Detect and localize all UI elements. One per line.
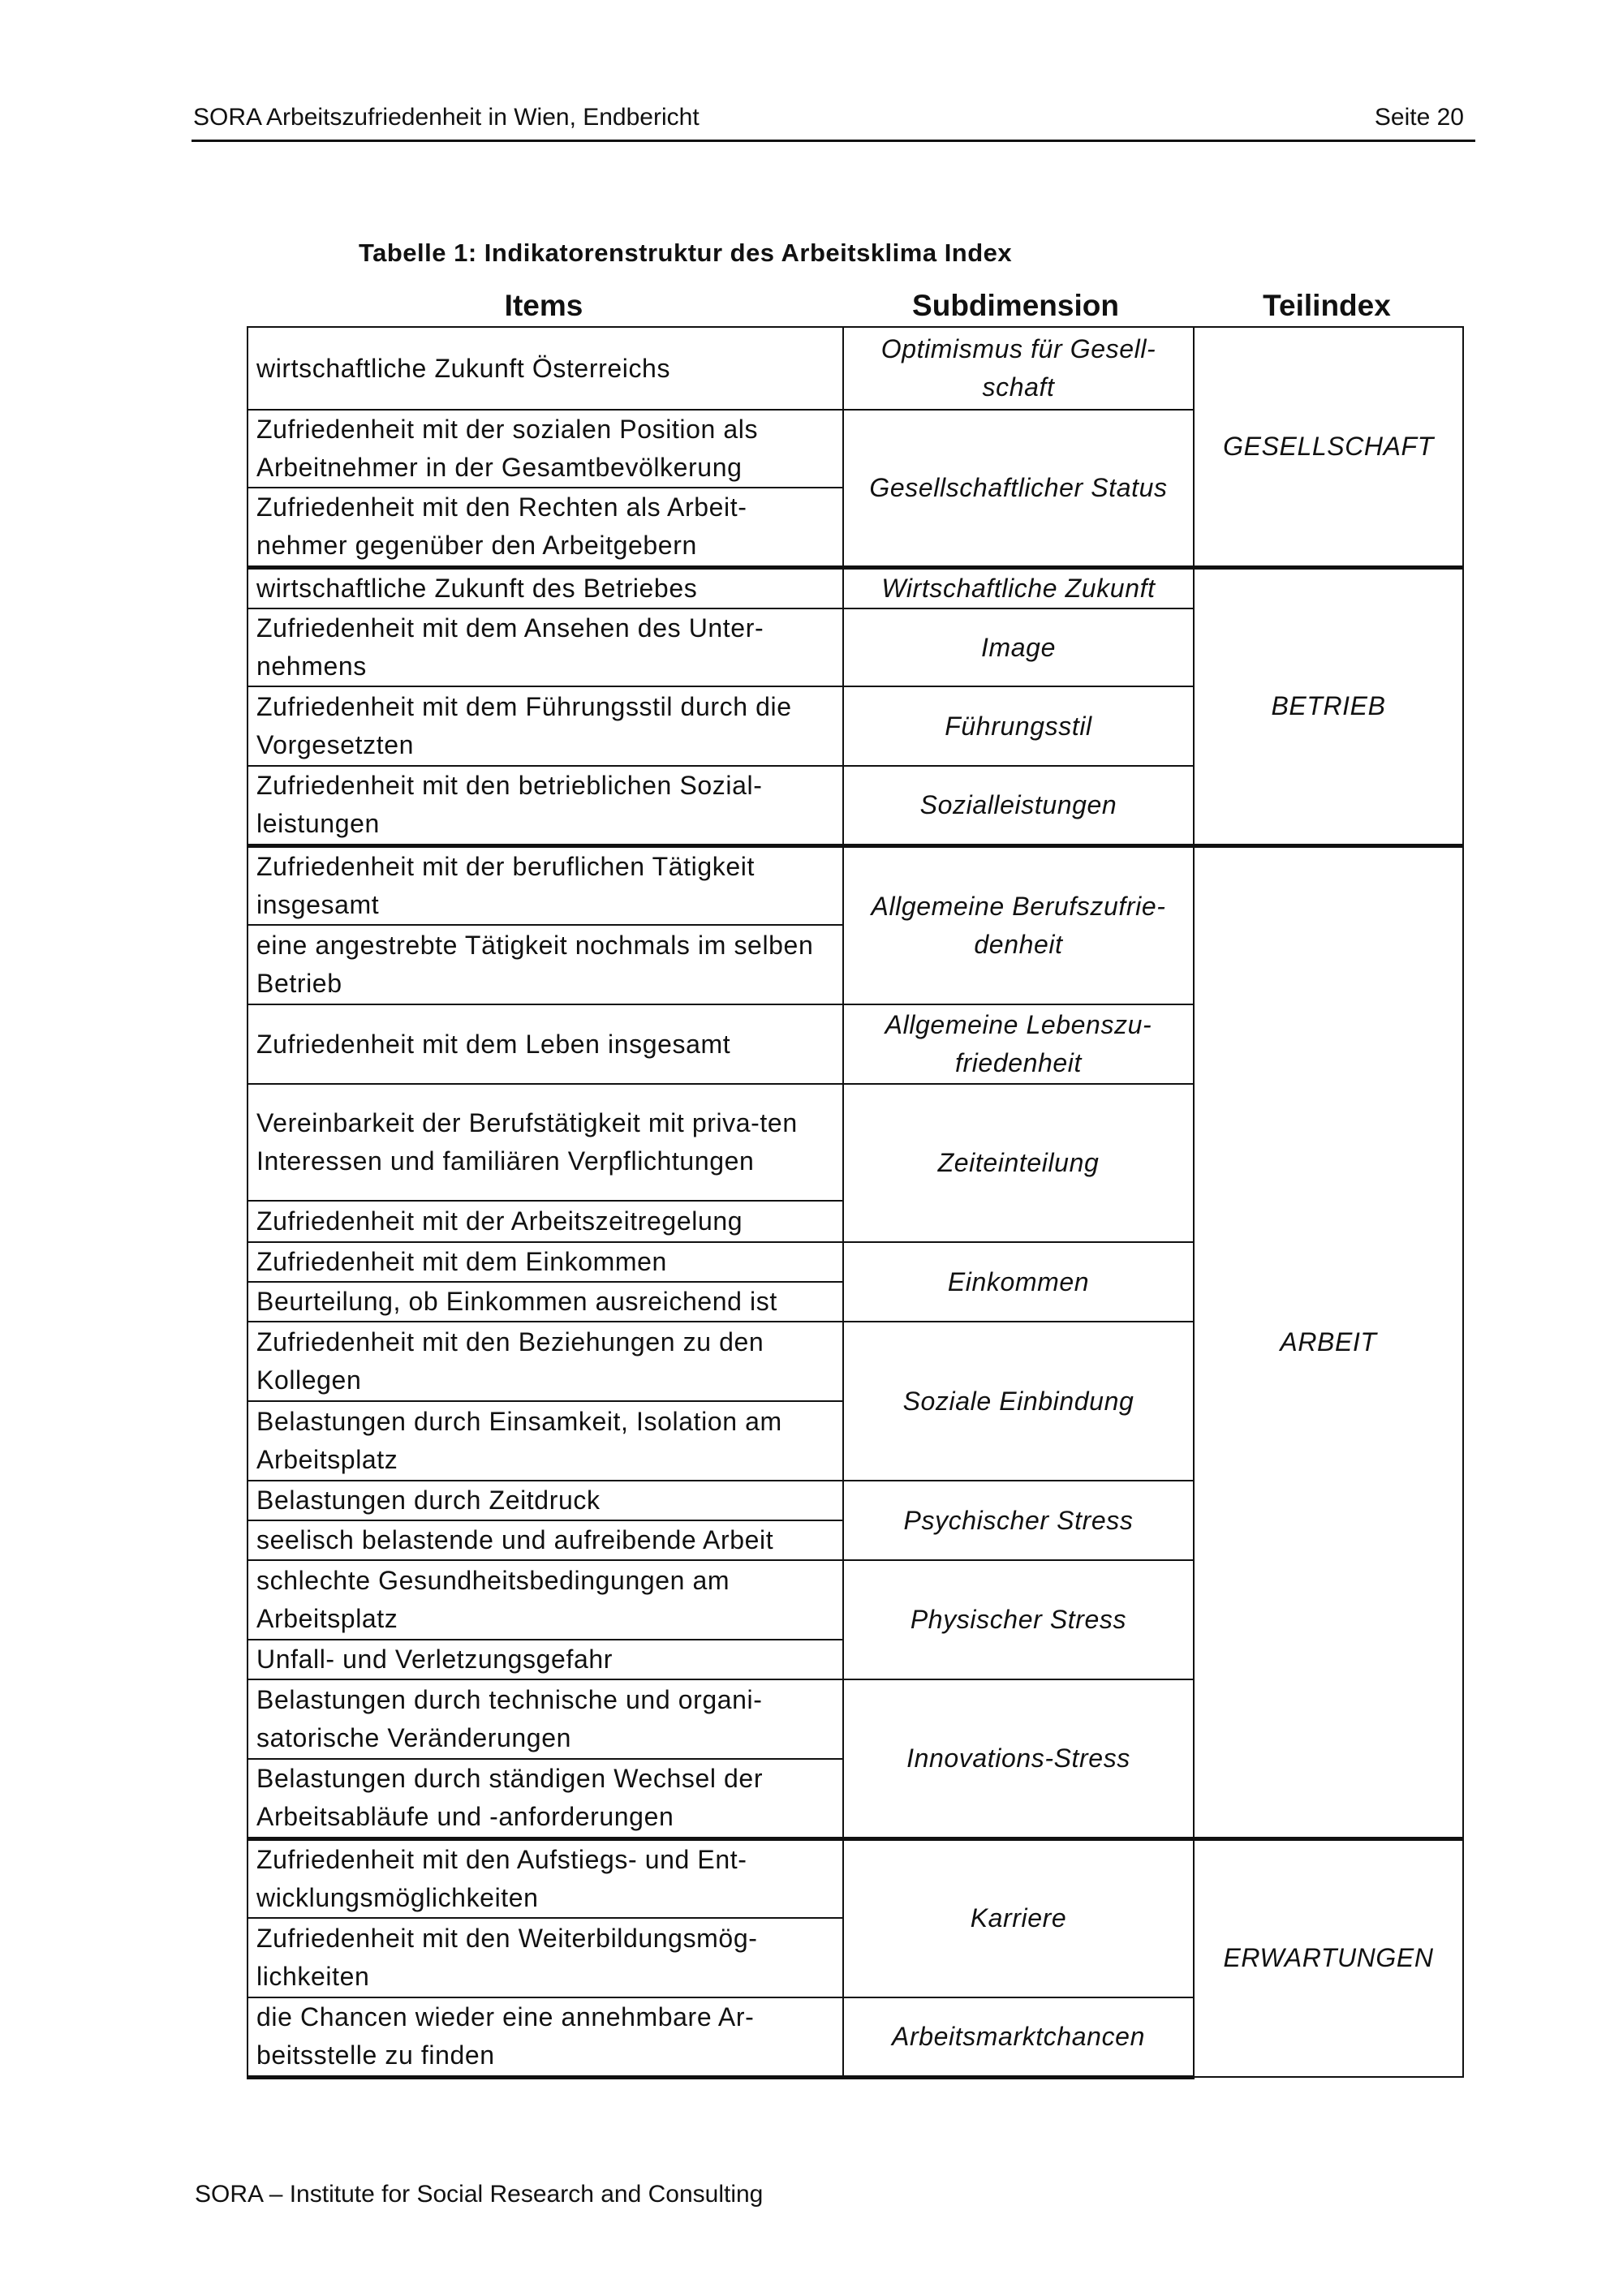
teilindex-cell: ERWARTUNGEN: [1193, 1836, 1464, 2078]
item-cell: Belastungen durch Zeitdruck: [247, 1480, 844, 1521]
table-row: Zufriedenheit mit den Rechten als Arbeit…: [247, 487, 1463, 568]
table-row: Zufriedenheit mit dem Leben insgesamt All…: [247, 1004, 1463, 1085]
column-header-items: Items: [504, 289, 583, 322]
item-cell: Zufriedenheit mit der sozialen Position …: [247, 409, 844, 488]
item-cell: eine angestrebte Tätigkeit nochmals im s…: [247, 924, 844, 1005]
item-cell: Belastungen durch technische und organi-…: [247, 1679, 844, 1760]
subdimension-cell: Führungsstil: [842, 686, 1195, 767]
subdimension-cell: Karriere: [842, 1836, 1195, 1998]
item-cell: Zufriedenheit mit den Aufstiegs- und Ent…: [247, 1836, 844, 1919]
column-header-teilindex: Teilindex: [1263, 289, 1391, 322]
column-header-subdimension: Subdimension: [912, 289, 1119, 322]
table-row: Zufriedenheit mit der Arbeitszeitregelun…: [247, 1200, 1463, 1243]
table-row: eine angestrebte Tätigkeit nochmals im s…: [247, 924, 1463, 1005]
table-row: Zufriedenheit mit den Weiterbildungsmög-…: [247, 1917, 1463, 1998]
table-row: Zufriedenheit mit der sozialen Position …: [247, 409, 1463, 568]
subdimension-cell: Sozialleistungen: [842, 765, 1195, 846]
table-row: Zufriedenheit mit dem Einkommen Einkommen: [247, 1241, 1463, 1322]
subdimension-cell: Allgemeine Lebenszu-friedenheit: [842, 1004, 1195, 1085]
table-row: Beurteilung, ob Einkommen ausreichend is…: [247, 1281, 1463, 1322]
subdimension-cell: Wirtschaftliche Zukunft: [842, 565, 1195, 609]
table-row: Zufriedenheit mit dem Führungsstil durch…: [247, 686, 1463, 767]
item-cell: Vereinbarkeit der Berufstätigkeit mit pr…: [247, 1083, 844, 1202]
subdimension-cell: Arbeitsmarktchancen: [842, 1997, 1195, 2079]
subdimension-cell: Image: [842, 608, 1195, 687]
subdimension-cell: Innovations-Stress: [842, 1679, 1195, 1839]
subdimension-cell: Allgemeine Berufszufrie-denheit: [842, 843, 1195, 1005]
item-cell: Belastungen durch ständigen Wechsel der …: [247, 1758, 844, 1839]
subdimension-cell: Psychischer Stress: [842, 1480, 1195, 1561]
item-cell: Zufriedenheit mit dem Leben insgesamt: [247, 1004, 844, 1085]
table-row: Zufriedenheit mit den Beziehungen zu den…: [247, 1321, 1463, 1481]
table-row: Belastungen durch ständigen Wechsel der …: [247, 1758, 1463, 1839]
item-cell: Zufriedenheit mit den Beziehungen zu den…: [247, 1321, 844, 1402]
teilindex-cell: GESELLSCHAFT: [1193, 326, 1464, 568]
item-cell: Zufriedenheit mit dem Einkommen: [247, 1241, 844, 1283]
item-cell: Belastungen durch Einsamkeit, Isolation …: [247, 1400, 844, 1481]
teilindex-cell: BETRIEB: [1193, 565, 1464, 846]
subdimension-cell: Physischer Stress: [842, 1559, 1195, 1680]
item-cell: Zufriedenheit mit dem Ansehen des Unter-…: [247, 608, 844, 687]
item-cell: Zufriedenheit mit der beruflichen Tätigk…: [247, 843, 844, 926]
subdimension-cell: Gesellschaftlicher Status: [842, 409, 1195, 568]
item-cell: Zufriedenheit mit den Weiterbildungsmög-…: [247, 1917, 844, 1998]
table-row: Belastungen durch Zeitdruck Psychischer S…: [247, 1480, 1463, 1561]
page-footer: SORA – Institute for Social Research and…: [195, 2181, 764, 2208]
item-cell: Beurteilung, ob Einkommen ausreichend is…: [247, 1281, 844, 1322]
table-row: Zufriedenheit mit dem Ansehen des Unter-…: [247, 608, 1463, 687]
table-row: schlechte Gesundheitsbedingungen am Arbe…: [247, 1559, 1463, 1680]
table-row: die Chancen wieder eine annehmbare Ar-be…: [247, 1997, 1463, 2079]
subdimension-cell: Optimismus für Gesell-schaft: [842, 326, 1195, 411]
table-row: Belastungen durch Einsamkeit, Isolation …: [247, 1400, 1463, 1481]
table-row: Belastungen durch technische und organi-…: [247, 1679, 1463, 1839]
header-divider: [192, 140, 1475, 142]
item-cell: Zufriedenheit mit der Arbeitszeitregelun…: [247, 1200, 844, 1243]
table-caption: Tabelle 1: Indikatorenstruktur des Arbei…: [359, 239, 1013, 267]
table-row: wirtschaftliche Zukunft Österreichs Optim…: [247, 326, 1464, 568]
item-cell: Zufriedenheit mit den betrieblichen Sozi…: [247, 765, 844, 846]
teilindex-cell: ARBEIT: [1193, 843, 1464, 1839]
indicator-table: wirtschaftliche Zukunft Österreichs Optim…: [247, 326, 1464, 2079]
item-cell: Unfall- und Verletzungsgefahr: [247, 1639, 844, 1680]
item-cell: die Chancen wieder eine annehmbare Ar-be…: [247, 1997, 844, 2079]
table-row: Zufriedenheit mit der beruflichen Tätigk…: [247, 843, 1464, 1839]
table-row: Zufriedenheit mit den Aufstiegs- und Ent…: [247, 1836, 1464, 2078]
table-row: Zufriedenheit mit den betrieblichen Sozi…: [247, 765, 1463, 846]
item-cell: wirtschaftliche Zukunft Österreichs: [247, 326, 844, 411]
page-number: Seite 20: [1374, 104, 1464, 131]
subdimension-cell: Einkommen: [842, 1241, 1195, 1322]
table-row: wirtschaftliche Zukunft des Betriebes Wir…: [247, 565, 1464, 846]
table-row: Vereinbarkeit der Berufstätigkeit mit pr…: [247, 1083, 1463, 1243]
subdimension-cell: Zeiteinteilung: [842, 1083, 1195, 1243]
item-cell: seelisch belastende und aufreibende Arbe…: [247, 1520, 844, 1561]
subdimension-cell: Soziale Einbindung: [842, 1321, 1195, 1481]
table-row: Unfall- und Verletzungsgefahr: [247, 1639, 1463, 1680]
table-row: seelisch belastende und aufreibende Arbe…: [247, 1520, 1463, 1561]
item-cell: wirtschaftliche Zukunft des Betriebes: [247, 565, 844, 609]
item-cell: Zufriedenheit mit den Rechten als Arbeit…: [247, 487, 844, 568]
item-cell: schlechte Gesundheitsbedingungen am Arbe…: [247, 1559, 844, 1640]
running-header-title: SORA Arbeitszufriedenheit in Wien, Endbe…: [193, 104, 700, 131]
item-cell: Zufriedenheit mit dem Führungsstil durch…: [247, 686, 844, 767]
